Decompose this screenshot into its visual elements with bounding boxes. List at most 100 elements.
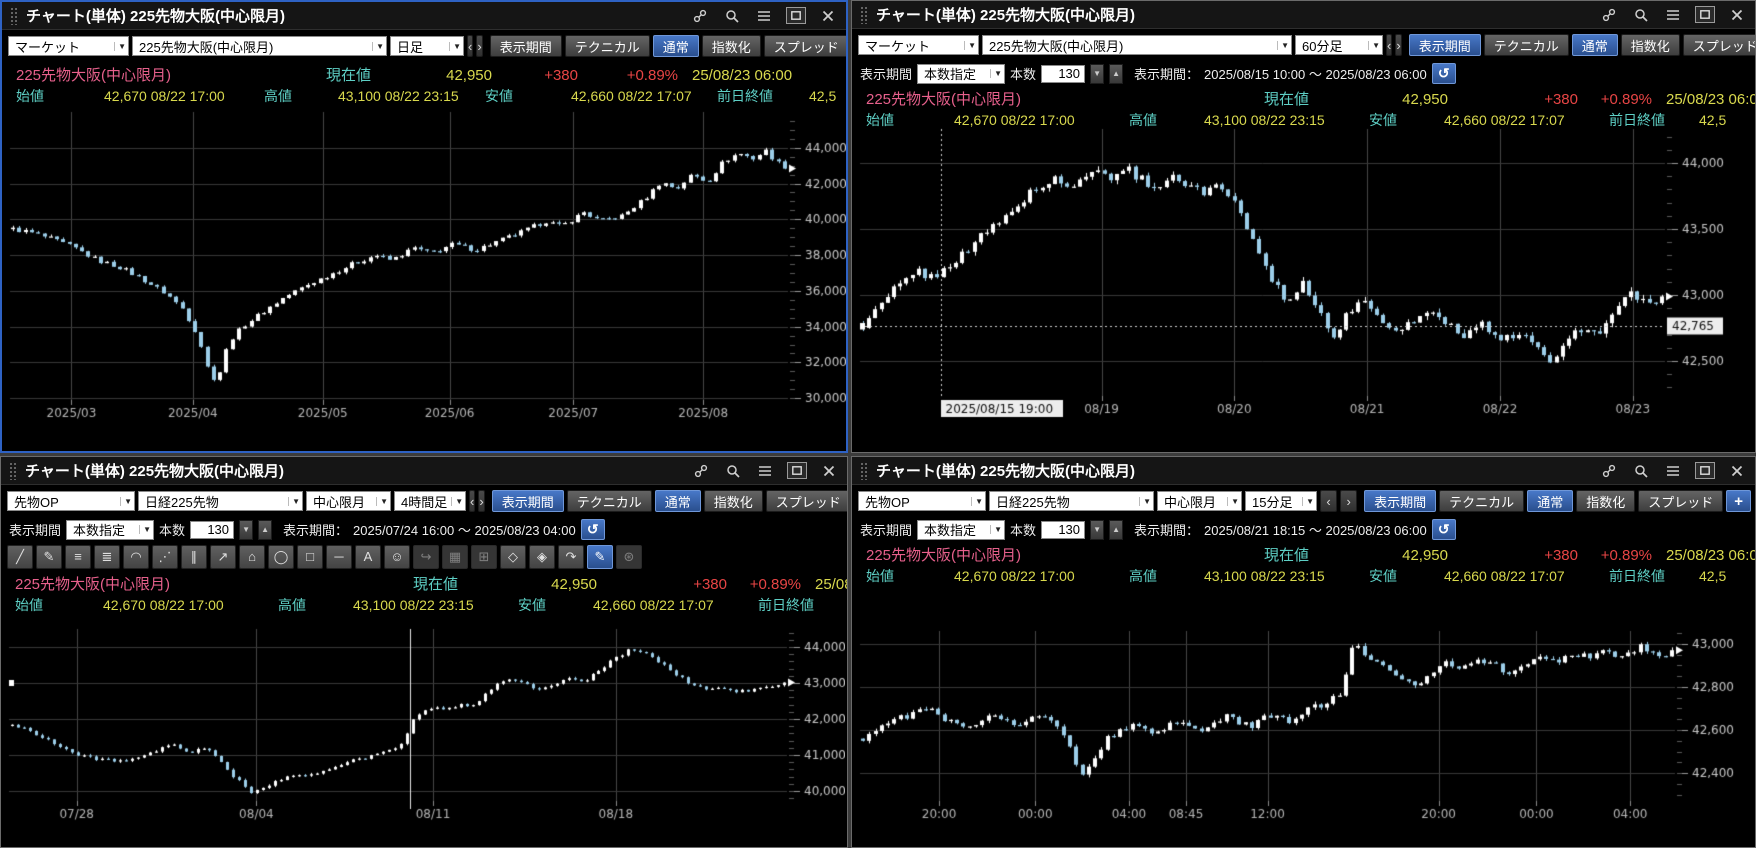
normal-mode-button[interactable]: 通常 [1571, 34, 1618, 56]
display-period-button[interactable]: 表示期間 [489, 35, 562, 57]
ellipse-icon[interactable]: ◯ [268, 544, 294, 569]
symbol-select[interactable]: 225先物大阪(中心限月) ▼ [982, 35, 1292, 55]
reload-button[interactable]: ↺ [1431, 519, 1456, 540]
symbol-select[interactable]: 日経225先物 ▼ [138, 491, 303, 511]
pencil-icon[interactable]: ✎ [36, 544, 62, 569]
close-icon[interactable] [819, 462, 839, 480]
technical-button[interactable]: テクニカル [1439, 490, 1525, 512]
revert-icon[interactable]: ↷ [558, 544, 584, 569]
count-down-button[interactable]: ▼ [1090, 63, 1105, 84]
market-select[interactable]: 先物OP ▼ [7, 491, 135, 511]
multi-lines-icon[interactable]: ≣ [94, 544, 120, 569]
normal-mode-button[interactable]: 通常 [654, 490, 701, 512]
spread-mode-button[interactable]: スプレッド [765, 490, 847, 512]
spread-mode-button[interactable]: スプレッド [763, 35, 846, 57]
menu-icon[interactable] [1663, 6, 1683, 24]
drag-handle-icon[interactable] [860, 5, 869, 24]
drag-handle-icon[interactable] [10, 6, 19, 25]
search-icon[interactable] [1631, 6, 1651, 24]
indexed-mode-button[interactable]: 指数化 [703, 490, 763, 512]
polygon-icon[interactable]: ⌂ [239, 544, 265, 569]
menu-icon[interactable] [1663, 462, 1683, 480]
trendline-icon[interactable]: ╱ [7, 544, 33, 569]
maximize-icon[interactable] [786, 7, 806, 24]
maximize-icon[interactable] [1695, 462, 1715, 479]
eraser-all-icon[interactable]: ◈ [529, 544, 555, 569]
indexed-mode-button[interactable]: 指数化 [701, 35, 761, 57]
count-mode-select[interactable]: 本数指定 ▼ [917, 63, 1006, 84]
window-titlebar[interactable]: チャート(単体) 225先物大阪(中心限月) [852, 1, 1755, 29]
reload-button[interactable]: ↺ [1431, 63, 1456, 84]
candlestick-chart[interactable] [2, 2, 846, 451]
spread-mode-button[interactable]: スプレッド [1638, 490, 1724, 512]
contract-month-select[interactable]: 中心限月 ▼ [1157, 491, 1242, 511]
window-titlebar[interactable]: チャート(単体) 225先物大阪(中心限月) [2, 2, 846, 30]
menu-icon[interactable] [754, 7, 774, 25]
link-icon[interactable] [690, 7, 710, 25]
count-down-button[interactable]: ▼ [239, 519, 254, 540]
next-button[interactable]: › [1340, 490, 1358, 512]
add-chart-button[interactable]: + [1726, 490, 1751, 512]
close-icon[interactable] [818, 7, 838, 25]
rectangle-icon[interactable]: □ [297, 544, 323, 569]
parallel-lines-icon[interactable]: ≡ [65, 544, 91, 569]
technical-button[interactable]: テクニカル [566, 490, 652, 512]
timeframe-select[interactable]: 15分足 ▼ [1245, 491, 1317, 511]
display-period-button[interactable]: 表示期間 [1364, 490, 1437, 512]
eraser-icon[interactable]: ◇ [500, 544, 526, 569]
spread-mode-button[interactable]: スプレッド [1682, 34, 1755, 56]
normal-mode-button[interactable]: 通常 [652, 35, 699, 57]
window-titlebar[interactable]: チャート(単体) 225先物大阪(中心限月) [852, 457, 1755, 485]
menu-icon[interactable] [755, 462, 775, 480]
prev-button[interactable]: ‹ [1386, 34, 1393, 56]
close-icon[interactable] [1727, 462, 1747, 480]
count-up-button[interactable]: ▲ [1109, 519, 1124, 540]
timeframe-select[interactable]: 4時間足 ▼ [394, 491, 466, 511]
normal-mode-button[interactable]: 通常 [1527, 490, 1574, 512]
drag-handle-icon[interactable] [9, 461, 18, 480]
count-input[interactable]: 130 [1041, 520, 1086, 539]
emoji-stamp-icon[interactable]: ☺ [384, 544, 410, 569]
prev-button[interactable]: ‹ [467, 35, 474, 57]
count-input[interactable]: 130 [190, 520, 235, 539]
next-button[interactable]: › [1395, 34, 1402, 56]
symbol-select[interactable]: 日経225先物 ▼ [989, 491, 1154, 511]
technical-button[interactable]: テクニカル [1483, 34, 1569, 56]
search-icon[interactable] [723, 462, 743, 480]
prev-button[interactable]: ‹ [469, 490, 476, 512]
maximize-icon[interactable] [1695, 6, 1715, 23]
count-up-button[interactable]: ▲ [1109, 63, 1124, 84]
timeframe-select[interactable]: 60分足 ▼ [1295, 35, 1383, 55]
link-icon[interactable] [1599, 462, 1619, 480]
text-tool-icon[interactable]: A [355, 544, 381, 569]
link-icon[interactable] [1599, 6, 1619, 24]
count-down-button[interactable]: ▼ [1090, 519, 1105, 540]
fan-lines-icon[interactable]: ↗ [210, 544, 236, 569]
count-up-button[interactable]: ▲ [258, 519, 273, 540]
close-icon[interactable] [1727, 6, 1747, 24]
next-button[interactable]: › [476, 35, 483, 57]
horizontal-line-icon[interactable]: ─ [326, 544, 352, 569]
market-select[interactable]: マーケット ▼ [858, 35, 979, 55]
technical-button[interactable]: テクニカル [564, 35, 650, 57]
timeframe-select[interactable]: 日足 ▼ [390, 36, 464, 56]
symbol-select[interactable]: 225先物大阪(中心限月) ▼ [132, 36, 387, 56]
next-button[interactable]: › [478, 490, 485, 512]
vertical-lines-icon[interactable]: ∥ [181, 544, 207, 569]
gann-arc-icon[interactable]: ◠ [123, 544, 149, 569]
lock-edit-icon[interactable]: ✎ [587, 544, 613, 569]
speed-lines-icon[interactable]: ⋰ [152, 544, 178, 569]
maximize-icon[interactable] [787, 462, 807, 479]
count-mode-select[interactable]: 本数指定 ▼ [66, 519, 155, 540]
prev-button[interactable]: ‹ [1320, 490, 1338, 512]
search-icon[interactable] [722, 7, 742, 25]
reload-button[interactable]: ↺ [580, 519, 605, 540]
contract-month-select[interactable]: 中心限月 ▼ [306, 491, 391, 511]
display-period-button[interactable]: 表示期間 [491, 490, 564, 512]
count-input[interactable]: 130 [1041, 64, 1086, 83]
indexed-mode-button[interactable]: 指数化 [1576, 490, 1636, 512]
window-titlebar[interactable]: チャート(単体) 225先物大阪(中心限月) [1, 457, 847, 485]
search-icon[interactable] [1631, 462, 1651, 480]
market-select[interactable]: 先物OP ▼ [858, 491, 986, 511]
display-period-button[interactable]: 表示期間 [1408, 34, 1481, 56]
